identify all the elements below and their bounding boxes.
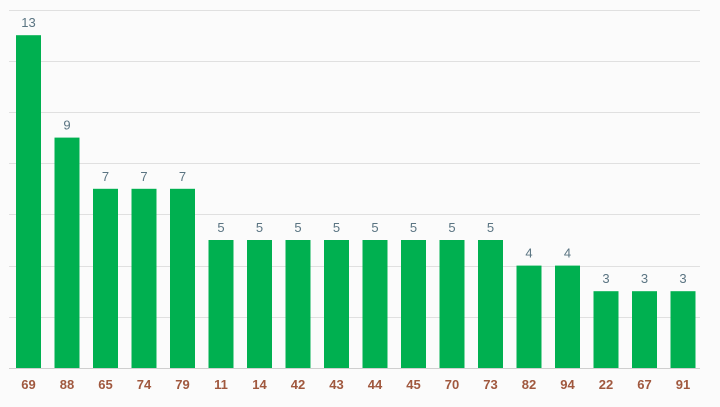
bar-91	[670, 291, 696, 368]
x-tick-label-73: 73	[483, 377, 497, 392]
x-tick-label-45: 45	[406, 377, 420, 392]
value-label-91: 3	[679, 271, 686, 286]
bar-88	[54, 137, 80, 368]
bar-44	[362, 240, 388, 368]
bar-69	[16, 35, 41, 368]
bar-22	[593, 291, 619, 368]
bar-45	[401, 240, 426, 368]
x-tick-label-22: 22	[599, 377, 613, 392]
value-label-14: 5	[256, 220, 263, 235]
value-label-44: 5	[371, 220, 378, 235]
x-tick-label-11: 11	[214, 377, 228, 392]
x-tick-label-94: 94	[560, 377, 575, 392]
value-label-45: 5	[410, 220, 417, 235]
bar-11	[208, 240, 234, 368]
value-label-67: 3	[641, 271, 648, 286]
x-tick-label-65: 65	[98, 377, 112, 392]
value-label-22: 3	[602, 271, 609, 286]
x-tick-label-69: 69	[21, 377, 35, 392]
value-label-79: 7	[179, 169, 186, 184]
value-label-70: 5	[448, 220, 455, 235]
x-tick-label-42: 42	[291, 377, 305, 392]
x-tick-label-88: 88	[60, 377, 74, 392]
x-tick-label-82: 82	[522, 377, 536, 392]
bar-79	[170, 188, 195, 368]
value-label-88: 9	[63, 118, 70, 133]
x-tick-label-70: 70	[445, 377, 459, 392]
value-labels: 13 9 7 7 7 5 5 5 5 5 5 5 5 4 4 3 3 3	[21, 15, 686, 286]
x-tick-label-79: 79	[175, 377, 189, 392]
bar-82	[516, 265, 542, 368]
x-tick-label-74: 74	[137, 377, 152, 392]
bar-14	[247, 240, 272, 368]
value-label-65: 7	[102, 169, 109, 184]
x-tick-label-44: 44	[368, 377, 383, 392]
value-label-94: 4	[564, 246, 571, 261]
bar-73	[478, 240, 503, 368]
value-label-82: 4	[525, 246, 532, 261]
bar-43	[324, 240, 349, 368]
gridlines	[9, 10, 700, 369]
bar-94	[555, 265, 580, 368]
x-tick-label-14: 14	[252, 377, 267, 392]
x-tick-label-91: 91	[676, 377, 690, 392]
x-tick-label-67: 67	[637, 377, 651, 392]
value-label-74: 7	[140, 169, 147, 184]
bar-74	[131, 188, 157, 368]
bars	[16, 35, 696, 368]
bar-70	[439, 240, 465, 368]
bar-65	[93, 188, 118, 368]
value-label-43: 5	[333, 220, 340, 235]
bar-42	[285, 240, 311, 368]
value-label-69: 13	[21, 15, 35, 30]
x-axis-tick-labels: 69 88 65 74 79 11 14 42 43 44 45 70 73 82 94 22 67 91	[21, 377, 690, 392]
value-label-42: 5	[294, 220, 301, 235]
value-label-11: 5	[217, 220, 224, 235]
bar-67	[632, 291, 657, 368]
value-label-73: 5	[487, 220, 494, 235]
x-tick-label-43: 43	[329, 377, 343, 392]
